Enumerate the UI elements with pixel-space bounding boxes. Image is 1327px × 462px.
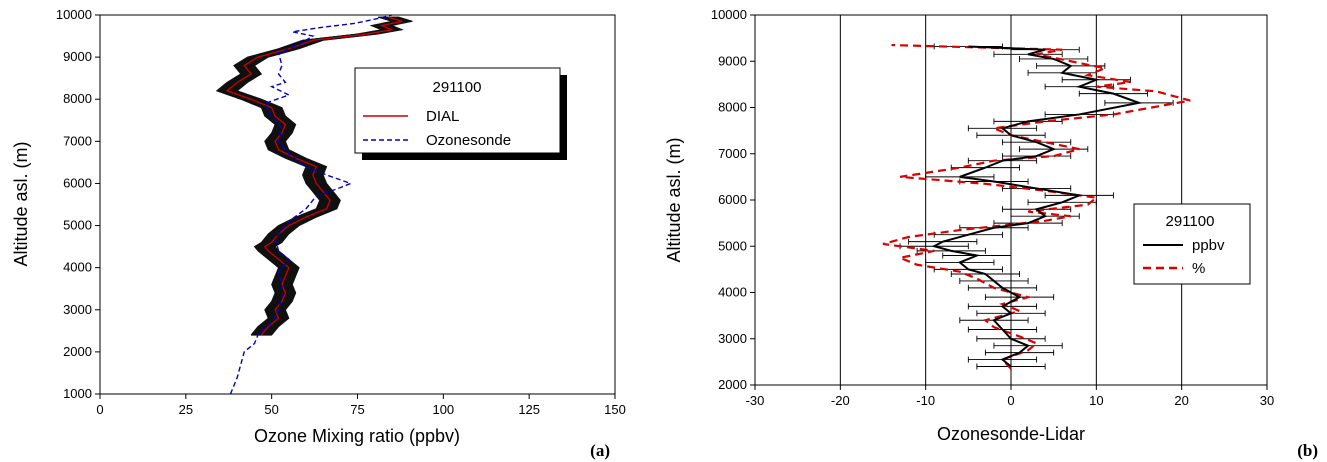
panel-a-legend-ozonesonde-label: Ozonesonde — [426, 132, 511, 149]
panel-b-legend-title: 291100 — [1166, 213, 1215, 230]
y-tick-label: 6000 — [63, 175, 92, 190]
y-tick-label: 5000 — [63, 218, 92, 233]
panel-a-series-group — [215, 14, 413, 395]
x-tick-label: -20 — [831, 393, 850, 408]
y-tick-label: 3000 — [718, 331, 747, 346]
y-tick-label: 2000 — [718, 377, 747, 392]
x-tick-label: 30 — [1260, 393, 1274, 408]
panel-b-axes: -30 -20 -10 0 10 20 30 2000 3000 4000 5000 6000 7000… — [711, 7, 1274, 408]
panel-a-y-axis-label: Altitude asl. (m) — [11, 141, 31, 266]
x-tick-label: 25 — [179, 402, 193, 417]
y-tick-label: 5000 — [718, 238, 747, 253]
panel-a-legend-box — [354, 67, 561, 154]
x-tick-label: 20 — [1174, 393, 1188, 408]
panel-a-chart: 0 25 50 75 100 125 150 1000 2000 3000 4000 5000 6000… — [11, 7, 626, 460]
panel-a-legend-title: 291100 — [433, 79, 482, 96]
panel-b-letter: (b) — [1297, 441, 1318, 460]
y-tick-label: 4000 — [718, 285, 747, 300]
y-tick-label: 3000 — [63, 302, 92, 317]
x-tick-label: 0 — [96, 402, 103, 417]
y-tick-label: 1000 — [63, 386, 92, 401]
panel-a-legend: 291100 DIAL Ozonesonde — [354, 67, 567, 160]
y-tick-label: 4000 — [63, 260, 92, 275]
panel-a-letter: (a) — [590, 441, 610, 460]
panel-b-y-axis-label: Altitude asl. (m) — [664, 137, 684, 262]
y-tick-label: 6000 — [718, 192, 747, 207]
panel-b-chart: -30 -20 -10 0 10 20 30 2000 3000 4000 5000 6000 7000… — [664, 7, 1318, 460]
ozonesonde-series-line — [229, 14, 393, 395]
y-tick-label: 8000 — [718, 100, 747, 115]
panel-b-legend-percent-label: % — [1192, 260, 1205, 277]
panel-b-x-axis-label: Ozonesonde-Lidar — [937, 424, 1085, 444]
panel-b-legend-ppbv-label: ppbv — [1192, 237, 1225, 254]
y-tick-label: 10000 — [711, 7, 747, 22]
panel-b-series-group — [882, 43, 1191, 370]
panel-a-x-axis-label: Ozone Mixing ratio (ppbv) — [254, 426, 460, 446]
y-tick-label: 10000 — [56, 7, 92, 22]
x-tick-label: 50 — [264, 402, 278, 417]
ppbv-series-line — [931, 45, 1143, 368]
panel-a-legend-dial-label: DIAL — [426, 108, 459, 125]
x-tick-label: 125 — [518, 402, 540, 417]
x-tick-label: 10 — [1089, 393, 1103, 408]
dial-error-envelope — [215, 16, 413, 336]
y-tick-label: 2000 — [63, 344, 92, 359]
y-tick-label: 9000 — [718, 53, 747, 68]
x-tick-label: 0 — [1007, 393, 1014, 408]
y-tick-label: 8000 — [63, 91, 92, 106]
x-tick-label: 150 — [604, 402, 626, 417]
panel-a-axes: 0 25 50 75 100 125 150 1000 2000 3000 4000 5000 6000… — [56, 7, 626, 417]
x-tick-label: 100 — [432, 402, 454, 417]
panel-b-gridlines — [839, 15, 1183, 385]
x-tick-label: -30 — [746, 393, 765, 408]
panel-b-legend: 291100 ppbv % — [1133, 203, 1251, 285]
y-tick-label: 7000 — [718, 146, 747, 161]
y-tick-label: 9000 — [63, 49, 92, 64]
y-tick-label: 7000 — [63, 133, 92, 148]
x-tick-label: -10 — [916, 393, 935, 408]
x-tick-label: 75 — [350, 402, 364, 417]
percent-series-line — [882, 43, 1191, 370]
